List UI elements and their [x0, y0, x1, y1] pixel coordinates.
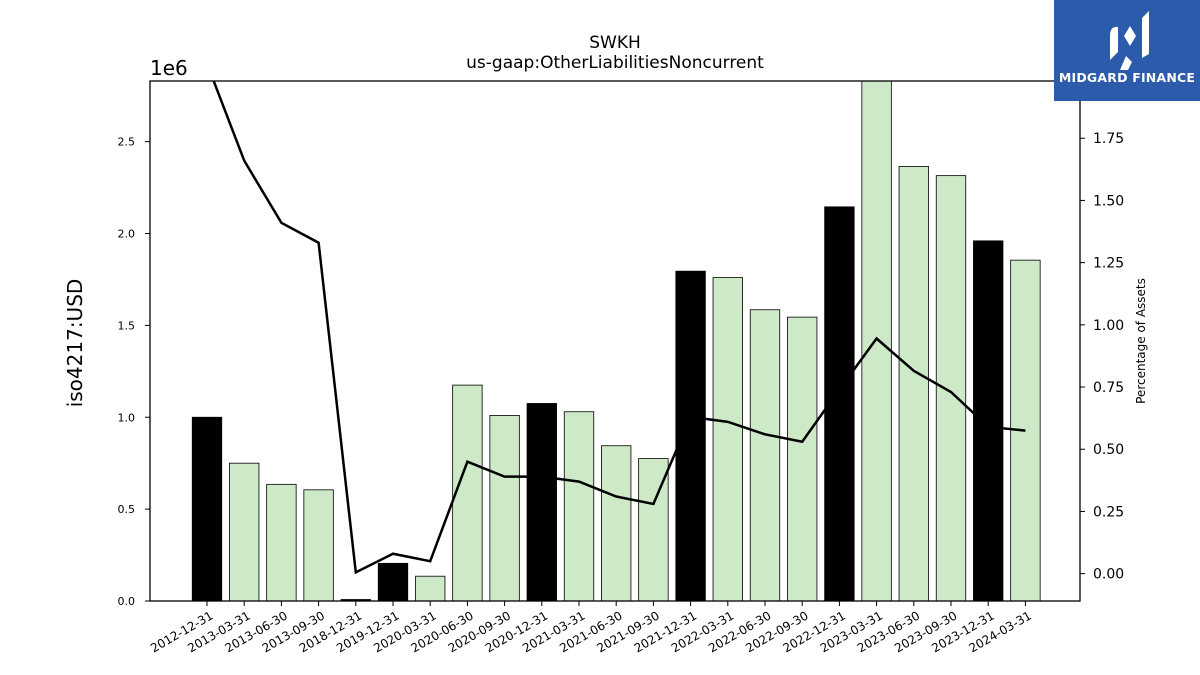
y-tick-label: 1.5	[118, 319, 136, 332]
y-tick-label: 2.5	[118, 136, 136, 149]
chart-subtitle: us-gaap:OtherLiabilitiesNoncurrent	[466, 53, 764, 73]
y2-tick-label: 1.25	[1093, 256, 1124, 272]
bar-2023-03-31	[861, 80, 892, 602]
y-tick-label: 2.0	[118, 228, 136, 241]
plot-frame	[149, 80, 1081, 602]
y2-tick-label: 0.50	[1093, 442, 1124, 458]
brand-logo: MIDGARD FINANCE	[1054, 0, 1200, 101]
bar-2022-03-31	[712, 277, 743, 602]
line-group	[212, 81, 1026, 575]
y2-tick-label: 0.75	[1093, 380, 1124, 396]
bar-2023-09-30	[935, 175, 967, 602]
bar-2024-03-31	[1010, 259, 1041, 602]
bar-2020-06-30	[452, 384, 483, 602]
bar-2021-12-31	[675, 270, 706, 602]
bar-2022-09-30	[787, 316, 818, 602]
y2-tick-label: 1.00	[1093, 318, 1124, 334]
chart-title: SWKH	[589, 33, 641, 53]
bars-group	[191, 80, 1041, 602]
bar-2023-06-30	[898, 166, 929, 602]
bar-2020-12-31	[526, 403, 557, 602]
y-tick-label: 1.0	[118, 411, 136, 424]
bar-2013-06-30	[266, 483, 297, 602]
bar-2021-03-31	[563, 411, 595, 602]
bar-2021-06-30	[601, 445, 632, 602]
y-tick-label: 0.0	[118, 595, 136, 608]
bar-2022-06-30	[749, 309, 781, 602]
bar-2019-12-31	[377, 562, 409, 602]
bar-2020-03-31	[415, 575, 446, 602]
y-tick-label: 0.5	[118, 503, 136, 516]
percent-of-assets-line	[212, 81, 1026, 575]
bar-2012-12-31	[191, 416, 223, 602]
logo-text: MIDGARD FINANCE	[1058, 70, 1196, 85]
y2-tick-label: 1.50	[1093, 193, 1124, 209]
y2-tick-label: 1.75	[1093, 131, 1124, 147]
bar-2020-09-30	[489, 415, 520, 602]
y-axis-label: iso4217:USD	[63, 279, 87, 408]
logo-mark-icon	[1110, 11, 1149, 70]
bar-2013-03-31	[229, 462, 260, 602]
bar-2013-09-30	[303, 489, 334, 602]
bar-2023-12-31	[973, 240, 1004, 602]
y-offset-label: 1e6	[150, 56, 188, 80]
y2-tick-label: 0.25	[1093, 504, 1124, 520]
y2-tick-label: 0.00	[1093, 567, 1124, 583]
y2-axis-label: Percentage of Assets	[1134, 278, 1148, 404]
